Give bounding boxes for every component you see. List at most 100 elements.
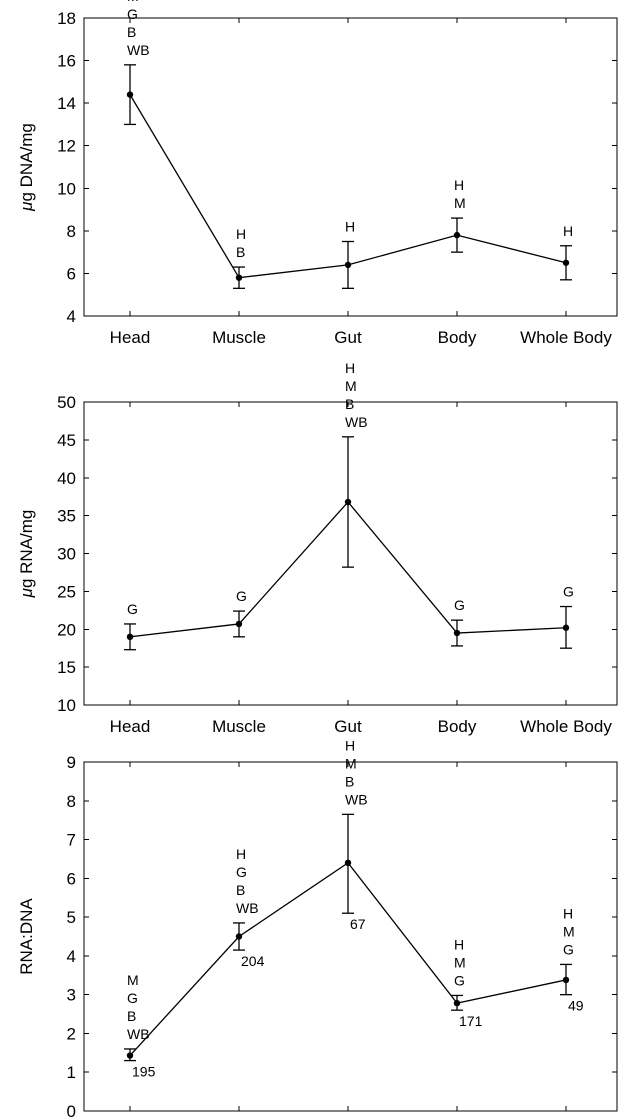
x-category-label: Muscle <box>212 717 266 736</box>
chart-panel-3: 0123456789HeadMuscleGutBodyWhole BodyRNA… <box>17 737 618 1119</box>
x-category-label: Head <box>110 717 151 736</box>
y-tick-label: 9 <box>67 753 76 772</box>
y-tick-label: 1 <box>67 1063 76 1082</box>
y-tick-label: 10 <box>57 179 76 198</box>
y-tick-label: 6 <box>67 264 76 283</box>
significance-letter: M <box>127 972 139 988</box>
significance-letter: WB <box>236 900 259 916</box>
sample-size-label: 67 <box>350 916 366 932</box>
sample-size-label: 195 <box>132 1064 156 1080</box>
data-point <box>344 261 352 269</box>
significance-letter: M <box>454 195 466 211</box>
data-point <box>453 629 461 637</box>
y-axis-title-main: g RNA/mg <box>17 510 36 588</box>
y-tick-label: 12 <box>57 137 76 156</box>
significance-letter: M <box>345 755 357 771</box>
data-point <box>126 1052 134 1059</box>
y-axis-title: μg RNA/mg <box>17 510 36 599</box>
data-point <box>453 231 461 239</box>
data-point <box>562 976 570 984</box>
sample-size-label: 171 <box>459 1013 483 1029</box>
x-category-label: Head <box>110 328 151 347</box>
y-axis-title: RNA:DNA <box>17 898 36 975</box>
data-point <box>235 933 243 940</box>
chart-panel-1: 4 6 8 10 12 14 16 18 Head Muscle Gut Body Whole Body… <box>17 0 618 347</box>
y-tick-label: 15 <box>57 658 76 677</box>
significance-letter: M <box>127 0 139 4</box>
y-tick-label: 8 <box>67 222 76 241</box>
data-point <box>562 259 570 266</box>
y-tick-label: 16 <box>57 52 76 71</box>
y-axis-title-prefix: μ <box>17 587 36 598</box>
significance-letter: G <box>563 584 574 600</box>
y-tick-label: 8 <box>67 792 76 811</box>
x-category-label: Gut <box>334 328 362 347</box>
significance-letter: B <box>127 1008 136 1024</box>
plot-frame <box>83 761 618 1112</box>
data-point <box>562 624 570 631</box>
sample-size-label: 49 <box>568 998 584 1014</box>
y-tick-label: 45 <box>57 431 76 450</box>
y-tick-label: 40 <box>57 469 76 488</box>
significance-letter: G <box>127 601 138 617</box>
significance-letter: G <box>454 972 465 988</box>
y-axis-title-main: g DNA/mg <box>17 123 36 201</box>
plot-frame <box>83 401 618 706</box>
significance-letter: M <box>454 954 466 970</box>
significance-letter: H <box>563 223 573 239</box>
y-tick-label: 4 <box>67 307 76 326</box>
significance-letter: G <box>563 941 574 957</box>
significance-letter: G <box>454 597 465 613</box>
y-axis-title-prefix: μ <box>17 201 36 212</box>
significance-letter: WB <box>345 414 368 430</box>
x-category-label: Muscle <box>212 328 266 347</box>
y-axis-title: μg DNA/mg <box>17 123 36 212</box>
y-tick-label: 50 <box>57 393 76 412</box>
y-tick-label: 5 <box>67 908 76 927</box>
data-point <box>344 859 352 867</box>
x-category-label: Whole Body <box>520 328 612 347</box>
y-tick-label: 3 <box>67 986 76 1005</box>
significance-letter: G <box>236 864 247 880</box>
significance-letter: G <box>236 588 247 604</box>
significance-letter: H <box>454 936 464 952</box>
y-tick-label: 14 <box>57 94 76 113</box>
data-point <box>126 633 134 641</box>
y-axis-title-main: RNA:DNA <box>17 898 36 975</box>
y-tick-label: 0 <box>67 1102 76 1119</box>
y-tick-label: 6 <box>67 869 76 888</box>
plot-frame <box>83 17 618 317</box>
y-tick-label: 4 <box>67 947 76 966</box>
significance-letter: H <box>345 219 355 235</box>
y-tick-label: 35 <box>57 507 76 526</box>
y-tick-label: 2 <box>67 1024 76 1043</box>
y-tick-label: 20 <box>57 620 76 639</box>
significance-letter: H <box>563 905 573 921</box>
data-point <box>344 498 352 506</box>
y-tick-label: 18 <box>57 9 76 28</box>
significance-letter: G <box>127 990 138 1006</box>
sample-size-label: 204 <box>241 953 265 969</box>
x-category-label: Body <box>438 328 477 347</box>
significance-letter: B <box>345 773 354 789</box>
data-point <box>126 91 134 98</box>
significance-letter: H <box>236 846 246 862</box>
y-tick-label: 30 <box>57 545 76 564</box>
y-tick-label: 7 <box>67 831 76 850</box>
x-category-label: Whole Body <box>520 717 612 736</box>
data-point <box>235 620 243 628</box>
significance-letter: G <box>127 6 138 22</box>
y-tick-label: 25 <box>57 582 76 601</box>
significance-letter: H <box>236 226 246 242</box>
significance-letter: H <box>345 737 355 753</box>
chart-panel-2: 10 15 20 25 30 35 40 45 50 Head Muscle Gut Body Whole… <box>17 360 618 736</box>
x-category-label: Gut <box>334 717 362 736</box>
significance-letter: H <box>345 360 355 376</box>
data-point <box>453 999 461 1007</box>
significance-letter: B <box>236 882 245 898</box>
significance-letter: WB <box>127 1026 150 1042</box>
x-category-label: Body <box>438 717 477 736</box>
significance-letter: H <box>454 177 464 193</box>
significance-letter: M <box>563 923 575 939</box>
